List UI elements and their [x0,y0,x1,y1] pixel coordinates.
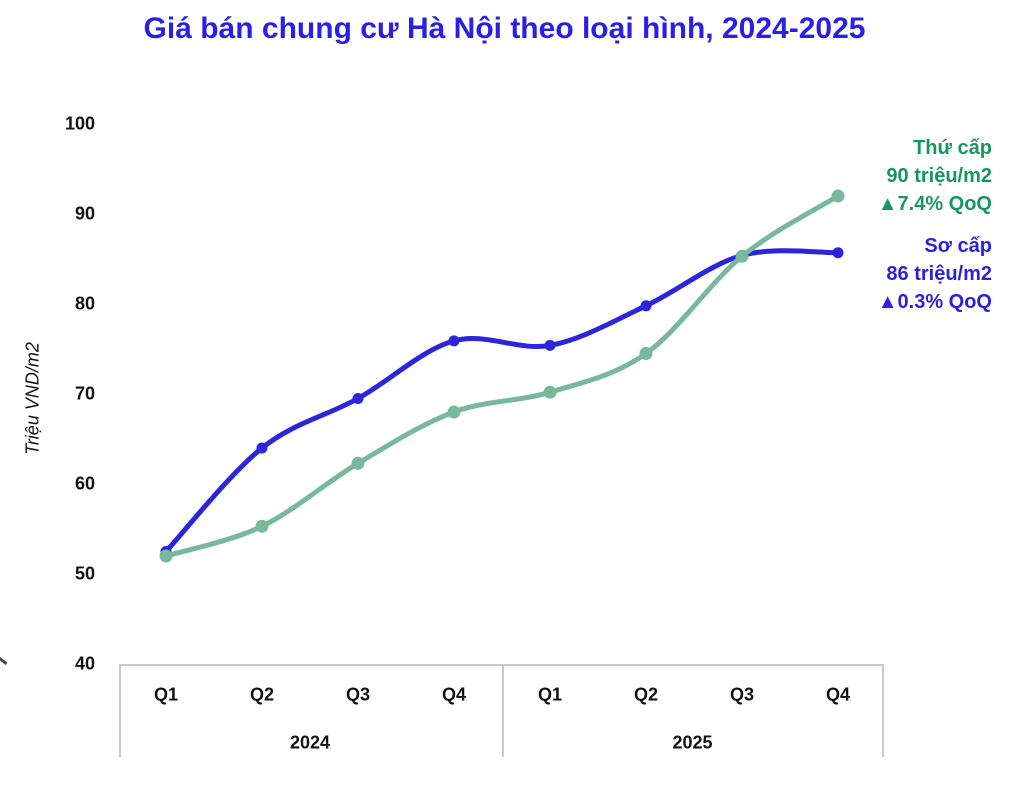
annotation-secondary-series: Thứ cấp 90 triệu/m2 ▲7.4% QoQ [878,134,992,218]
x-axis-table [119,664,884,757]
year-label: 2024 [289,732,331,753]
data-point-marker [447,405,461,419]
annotation-value: 86 triệu/m2 [886,263,992,285]
year-label: 2025 [672,732,713,753]
data-point-marker [255,519,269,533]
data-point-marker [159,549,173,563]
data-point-marker [831,189,845,203]
x-tick-label: Q4 [441,684,467,705]
data-point-marker [735,249,749,263]
data-point-marker [256,442,268,454]
x-tick-label: Q2 [249,684,275,705]
annotation-series-name: Thứ cấp [913,137,992,159]
x-tick-label: Q3 [345,684,371,705]
year-divider-line [502,666,504,757]
y-tick-label: 40 [74,653,95,674]
y-tick-label: 80 [74,293,95,314]
x-tick-label: Q3 [729,684,755,705]
annotation-series-name: Sơ cấp [924,235,992,257]
data-point-marker [640,300,652,312]
annotation-change: ▲0.3% QoQ [877,291,992,313]
data-point-marker [832,247,844,259]
y-tick-label: 50 [74,563,95,584]
annotation-change: ▲7.4% QoQ [877,193,992,215]
y-tick-label: 100 [64,113,95,134]
data-point-marker [352,393,364,404]
data-point-marker [544,339,556,351]
data-point-marker [351,456,365,470]
y-tick-label: 90 [74,203,95,224]
data-point-marker [639,347,653,360]
x-tick-label: Q1 [537,684,563,705]
x-tick-label: Q1 [153,684,179,705]
y-tick-label: 60 [74,473,95,494]
data-point-marker [543,385,557,399]
annotation-value: 90 triệu/m2 [886,165,992,187]
annotation-primary-series: Sơ cấp 86 triệu/m2 ▲0.3% QoQ [878,232,992,316]
data-point-marker [448,335,460,347]
chart-title: Giá bán chung cư Hà Nội theo loại hình, … [143,12,866,45]
x-tick-label: Q4 [825,684,851,705]
y-tick-label: 70 [74,383,95,404]
x-tick-label: Q2 [633,684,659,705]
series-line-1 [163,193,841,559]
